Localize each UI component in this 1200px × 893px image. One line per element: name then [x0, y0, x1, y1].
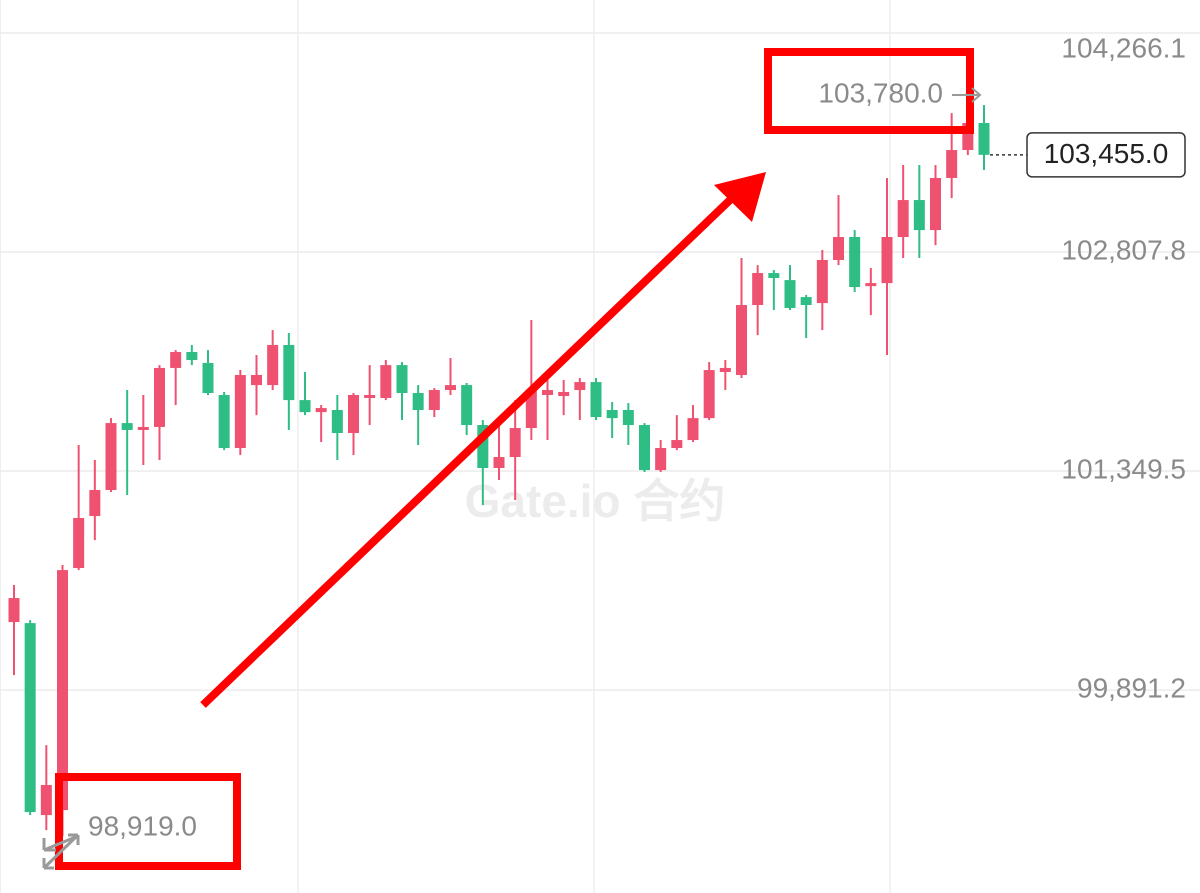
y-tick-label: 104,266.1: [1061, 32, 1186, 63]
candle-body: [525, 390, 537, 429]
candle-body: [477, 425, 489, 468]
expand-icon-part: [42, 833, 80, 870]
watermark: Gate.io 合约: [465, 475, 726, 527]
candle-body: [89, 490, 101, 517]
candle-body: [816, 259, 828, 304]
candle-body: [752, 273, 764, 306]
candle-body: [978, 123, 990, 155]
candle-body: [396, 365, 408, 394]
candle-body: [40, 785, 52, 816]
expand-icon: [42, 833, 80, 870]
candle-body: [946, 150, 958, 178]
max-price-arrow: [952, 87, 982, 103]
candle-body: [962, 123, 974, 151]
candle-body: [348, 394, 359, 433]
candle-body: [849, 236, 861, 288]
candle-body: [8, 598, 20, 623]
candle-body: [768, 273, 780, 278]
candle-body: [671, 440, 683, 449]
candle-body: [412, 393, 424, 411]
trend-arrow-shaft: [200, 197, 733, 708]
candle-body: [493, 457, 505, 468]
candle-body: [267, 344, 279, 386]
candle-body: [590, 382, 602, 418]
grid-vertical: [0, 0, 891, 893]
candle-body: [558, 391, 570, 397]
candle-body: [331, 410, 343, 433]
candle-body: [687, 418, 699, 441]
candle-body: [784, 280, 796, 309]
candle-body: [186, 352, 198, 360]
candle-body: [315, 408, 327, 413]
candle-body: [428, 390, 440, 411]
candle-body: [299, 400, 311, 413]
candle-body: [154, 367, 165, 427]
trend-arrow-head: [714, 172, 766, 222]
last-price-box: [1026, 132, 1186, 178]
candle-body: [121, 423, 133, 430]
candle-body: [137, 426, 149, 430]
last-price-label: 103,455.0: [1044, 138, 1169, 169]
candle-body: [283, 344, 295, 401]
candle-body: [865, 283, 877, 287]
candle-body: [574, 382, 586, 391]
candle-body: [881, 236, 893, 284]
min-price-label: 98,919.0: [88, 810, 197, 841]
candle-body: [170, 352, 182, 368]
max-price-label: 103,780.0: [818, 77, 943, 108]
candle-body: [380, 365, 392, 398]
grid: 104,266.1 102,807.8 101,349.5 99,891.2 98,43…: [0, 32, 1200, 893]
candle-body: [364, 394, 376, 398]
candle-body: [24, 623, 36, 813]
candle-body: [833, 236, 844, 260]
candles: [8, 104, 990, 837]
candle-body: [251, 375, 262, 386]
candle-body: [703, 370, 715, 419]
candle-body: [800, 297, 812, 306]
candle-body: [606, 410, 618, 419]
candle-body: [736, 305, 747, 376]
y-tick-label: 101,349.5: [1061, 453, 1186, 484]
expand-icon-part: [42, 834, 79, 852]
candle-body: [202, 362, 214, 394]
candle-body: [897, 200, 909, 237]
overlay: 103,780.0 98,919.0 103,455.0: [42, 48, 1186, 870]
y-tick-label: 99,891.2: [1077, 672, 1186, 703]
y-tick-label: 102,807.8: [1061, 234, 1186, 265]
candle-body: [655, 448, 667, 471]
candle-body: [105, 423, 117, 491]
candle-body: [639, 425, 650, 471]
candle-body: [542, 390, 553, 395]
candle-body: [509, 428, 521, 458]
candle-body: [930, 177, 941, 231]
candle-body: [719, 367, 731, 373]
y-tick-label: 98,432.9: [1077, 891, 1186, 893]
candle-body: [445, 385, 456, 391]
highlight-box: [55, 773, 241, 870]
candle-body: [57, 570, 68, 811]
candle-body: [218, 394, 230, 449]
candle-body: [234, 375, 246, 449]
candle-body: [622, 410, 634, 426]
candle-body: [461, 385, 473, 426]
candle-body: [73, 517, 85, 568]
candle-body: [913, 200, 925, 231]
highlight-box: [764, 48, 974, 134]
